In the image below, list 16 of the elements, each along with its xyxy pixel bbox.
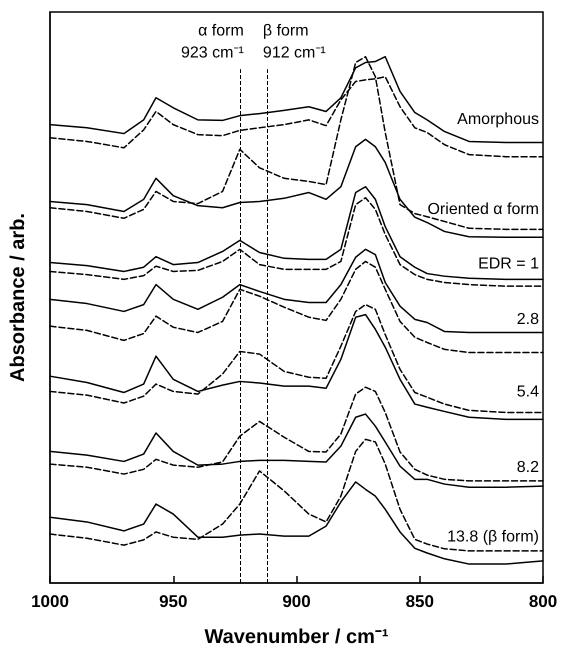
x-tick-label: 850 — [406, 592, 434, 611]
series-label: EDR = 1 — [478, 256, 540, 273]
x-axis-title: Wavenumber / cm⁻¹ — [204, 626, 389, 648]
series-label: 5.4 — [516, 384, 540, 401]
x-tick-label: 800 — [528, 592, 558, 611]
x-tick-label: 900 — [282, 592, 311, 611]
series-label: Amorphous — [457, 110, 539, 128]
series-label: 2.8 — [516, 310, 540, 328]
x-tick-label: 950 — [159, 592, 188, 611]
ref-line-label: α form 923 cm⁻¹ — [181, 22, 244, 62]
series-label: 8.2 — [516, 458, 540, 476]
x-tick-label: 1000 — [31, 592, 69, 611]
y-axis-title: Absorbance / arb. — [7, 213, 29, 382]
series-label: 13.8 (β form) — [447, 528, 539, 546]
series-label: Oriented α form — [427, 200, 539, 218]
ref-line-label: β form 912 cm⁻¹ — [262, 22, 326, 62]
